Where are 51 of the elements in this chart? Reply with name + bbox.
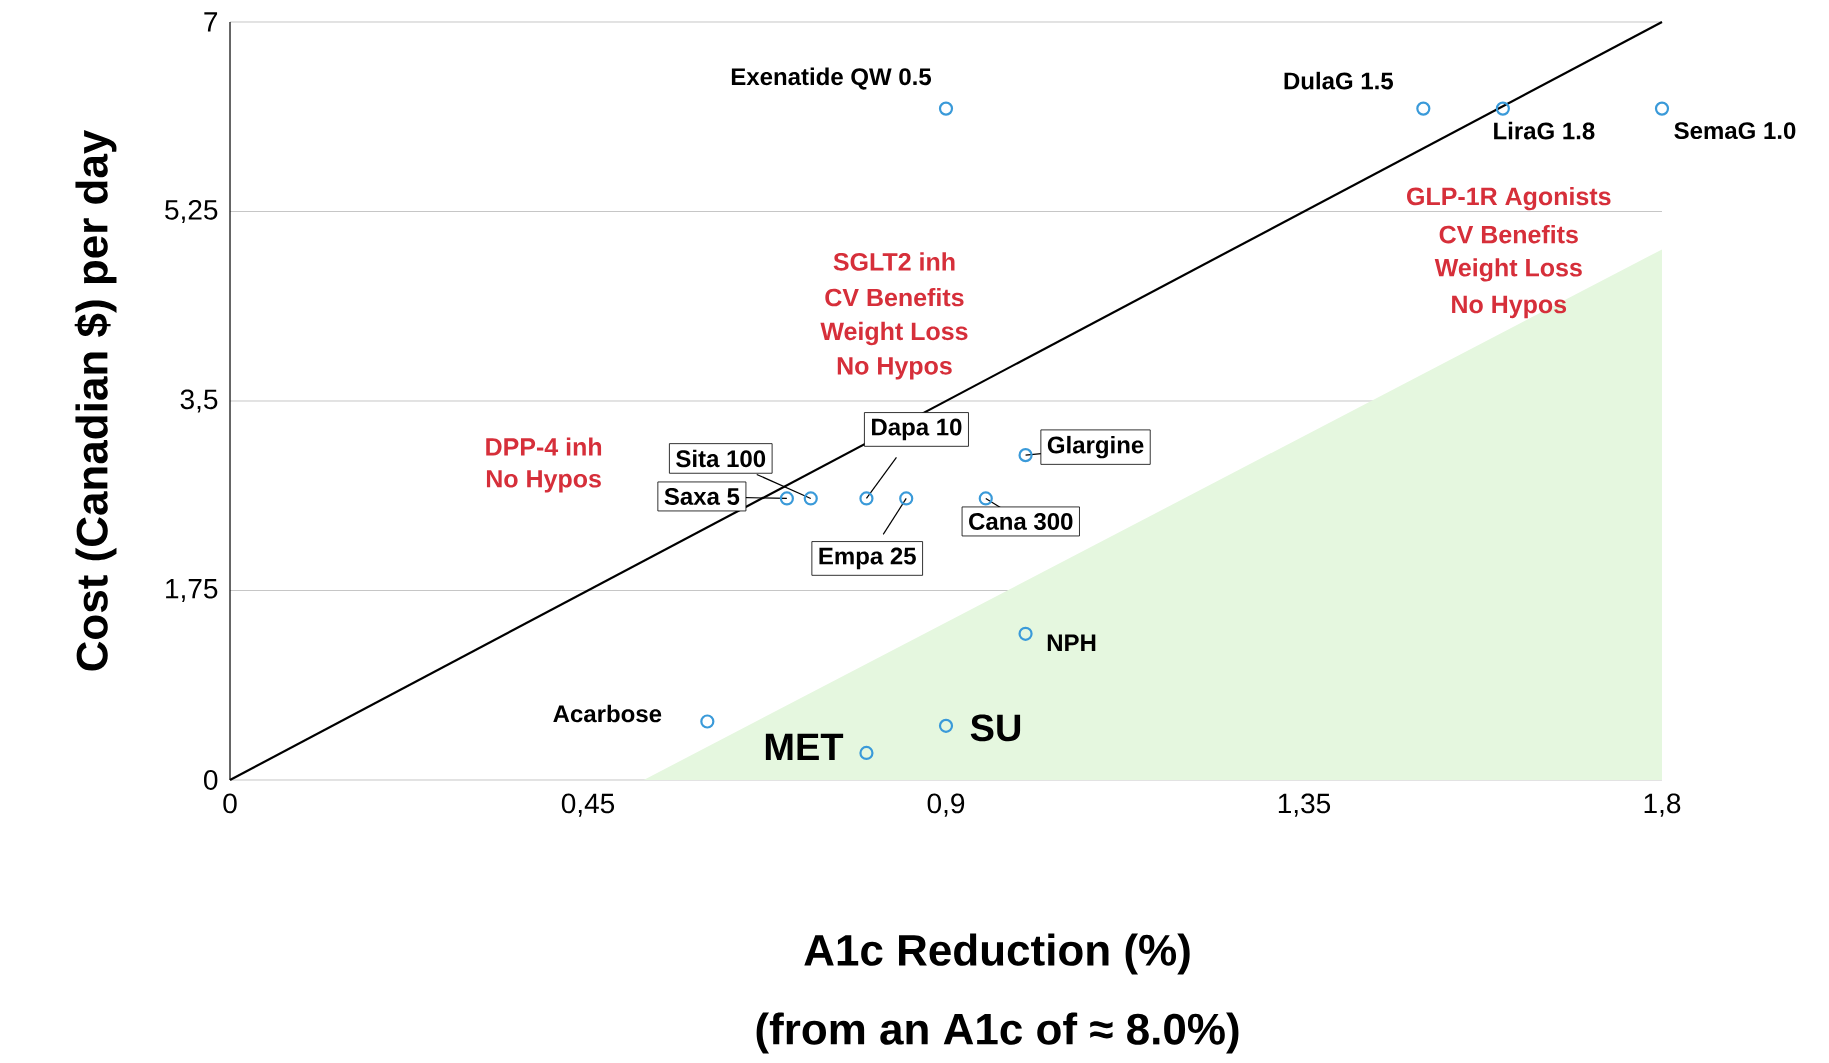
point bbox=[700, 714, 715, 729]
point bbox=[899, 491, 914, 506]
y-tick-label: 3,5 bbox=[180, 389, 218, 413]
point bbox=[1416, 101, 1431, 116]
point bbox=[938, 718, 954, 733]
data-label: Glargine bbox=[1047, 435, 1144, 459]
data-label: Empa 25 bbox=[819, 547, 916, 570]
point bbox=[803, 491, 818, 506]
point bbox=[1018, 626, 1033, 641]
annotation: CV Benefits bbox=[1439, 225, 1578, 244]
data-label: NPH bbox=[1047, 634, 1096, 652]
annotation: No Hypos bbox=[837, 357, 952, 380]
annotation: CV Benefits bbox=[825, 287, 964, 307]
x-tick-label: 0 bbox=[223, 793, 237, 814]
annotation: No Hypos bbox=[486, 470, 601, 493]
point bbox=[1018, 448, 1033, 463]
point bbox=[1654, 101, 1670, 116]
y-tick-label: 5,25 bbox=[165, 199, 218, 224]
data-label: Dapa 10 bbox=[872, 418, 962, 441]
x-tick-label: 0,9 bbox=[927, 793, 965, 817]
point bbox=[859, 491, 874, 506]
data-label: LiraG 1.8 bbox=[1494, 121, 1595, 140]
annotation: Weight Loss bbox=[820, 321, 968, 346]
x-tick-label: 1,8 bbox=[1644, 793, 1681, 817]
y-tick-label: 0 bbox=[204, 770, 218, 790]
data-label: Sita 100 bbox=[676, 449, 766, 468]
point bbox=[978, 491, 993, 506]
annotation: SGLT2 inh bbox=[833, 252, 955, 271]
annotation: DPP-4 inh bbox=[486, 437, 602, 456]
annotation: No Hypos bbox=[1452, 295, 1567, 319]
data-label: Acarbose bbox=[553, 704, 662, 723]
data-label: MET bbox=[765, 733, 844, 760]
text: (from an A1c of ≈ 8.0%) bbox=[756, 1012, 1239, 1054]
data-label: Exenatide QW 0.5 bbox=[731, 67, 932, 90]
annotation: GLP-1R Agonists bbox=[1407, 186, 1611, 211]
data-label: SU bbox=[970, 714, 1021, 742]
data-label: SemaG 1.0 bbox=[1674, 122, 1796, 140]
annotation: Weight Loss bbox=[1434, 258, 1582, 282]
data-label: DulaG 1.5 bbox=[1284, 71, 1393, 90]
point bbox=[859, 745, 874, 761]
x-tick-label: 1,35 bbox=[1278, 793, 1331, 817]
point bbox=[1495, 101, 1510, 116]
y-tick-label: 7 bbox=[204, 12, 218, 32]
point bbox=[938, 101, 954, 116]
data-label: Cana 300 bbox=[969, 512, 1073, 530]
y-tick-label: 1,75 bbox=[166, 579, 218, 602]
data-label: Saxa 5 bbox=[664, 487, 740, 505]
x-tick-label: 0,45 bbox=[561, 793, 615, 817]
x-axis-title: A1c Reduction (%) bbox=[804, 933, 1190, 975]
y-axis-title: Cost (Canadian $) per day bbox=[74, 129, 117, 671]
point bbox=[779, 491, 794, 506]
